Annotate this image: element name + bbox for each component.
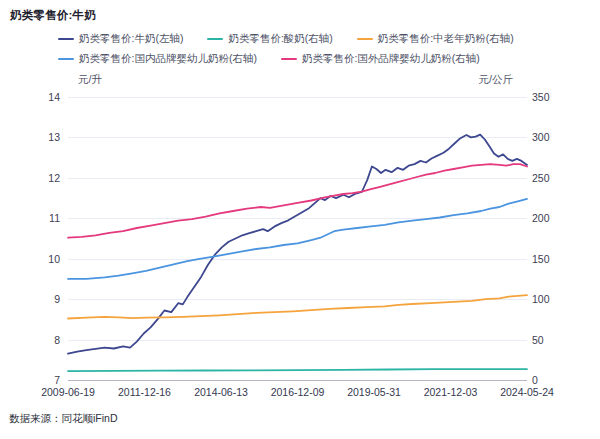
series-line-3	[68, 199, 527, 279]
right-axis-tick-label: 300	[532, 131, 568, 143]
left-axis-unit-label: 元/升	[60, 73, 120, 87]
series-line-2	[68, 295, 527, 318]
chart-title: 奶类零售价:牛奶	[10, 8, 96, 23]
right-axis-tick-label: 150	[532, 253, 568, 265]
legend-item-4[interactable]: 奶类零售价:国外品牌婴幼儿奶粉(右轴)	[281, 51, 480, 66]
chart-canvas	[68, 97, 527, 380]
legend-line-swatch	[58, 38, 74, 40]
legend-item-2[interactable]: 奶类零售价:中老年奶粉(右轴)	[357, 31, 514, 46]
data-source-label: 数据来源：同花顺iFinD	[9, 412, 118, 426]
left-axis-tick-label: 14	[22, 91, 60, 103]
left-axis-tick-label: 8	[22, 334, 60, 346]
x-axis-labels: 2009-06-192011-12-162014-06-132016-12-09…	[68, 386, 527, 400]
x-axis-tick-label: 2024-05-24	[500, 386, 554, 398]
x-axis-line	[68, 380, 527, 381]
x-axis-tick-label: 2009-06-19	[41, 386, 95, 398]
left-axis-tick-label: 7	[22, 374, 60, 386]
left-axis-tick-label: 10	[22, 253, 60, 265]
chart-panel: 奶类零售价:牛奶 奶类零售价:牛奶(左轴) 奶类零售价:酸奶(右轴) 奶类零售价:中…	[0, 0, 600, 439]
legend: 奶类零售价:牛奶(左轴) 奶类零售价:酸奶(右轴) 奶类零售价:中老年奶粉(右轴) 奶…	[58, 31, 570, 66]
legend-label: 奶类零售价:牛奶(左轴)	[79, 32, 183, 46]
legend-label: 奶类零售价:酸奶(右轴)	[228, 32, 332, 46]
left-axis-tick-label: 12	[22, 172, 60, 184]
legend-line-swatch	[281, 58, 297, 60]
legend-label: 奶类零售价:国内品牌婴幼儿奶粉(右轴)	[79, 52, 257, 66]
plot-area	[68, 97, 527, 380]
x-axis-tick-label: 2019-05-31	[347, 386, 401, 398]
right-axis-tick-label: 0	[532, 374, 568, 386]
series-line-4	[68, 164, 527, 238]
series-line-1	[68, 369, 527, 371]
x-axis-tick-label: 2016-12-09	[271, 386, 325, 398]
right-axis-tick-label: 200	[532, 212, 568, 224]
x-axis-tick-label: 2014-06-13	[194, 386, 248, 398]
legend-item-1[interactable]: 奶类零售价:酸奶(右轴)	[207, 31, 332, 46]
right-axis-tick-label: 350	[532, 91, 568, 103]
left-axis-tick-label: 11	[22, 212, 60, 224]
left-axis-tick-label: 9	[22, 293, 60, 305]
legend-line-swatch	[58, 58, 74, 60]
legend-line-swatch	[207, 38, 223, 40]
legend-line-swatch	[357, 38, 373, 40]
x-axis-tick-label: 2021-12-03	[424, 386, 478, 398]
left-axis-tick-label: 13	[22, 131, 60, 143]
x-axis-tick-label: 2011-12-16	[118, 386, 171, 398]
right-axis-tick-label: 250	[532, 172, 568, 184]
legend-label: 奶类零售价:国外品牌婴幼儿奶粉(右轴)	[302, 52, 480, 66]
legend-item-3[interactable]: 奶类零售价:国内品牌婴幼儿奶粉(右轴)	[58, 51, 257, 66]
legend-item-0[interactable]: 奶类零售价:牛奶(左轴)	[58, 31, 183, 46]
right-axis-tick-label: 50	[532, 334, 568, 346]
right-axis-tick-label: 100	[532, 293, 568, 305]
right-axis-unit-label: 元/公斤	[455, 73, 513, 87]
legend-label: 奶类零售价:中老年奶粉(右轴)	[378, 32, 514, 46]
